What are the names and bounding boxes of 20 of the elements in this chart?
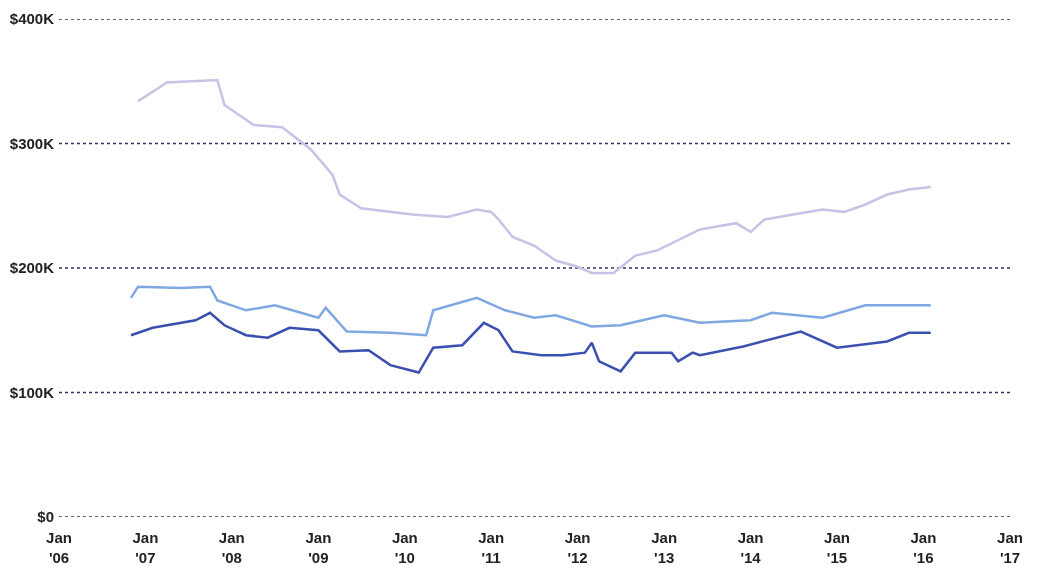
x-tick-label: Jan '11 <box>478 529 505 566</box>
x-tick-label: Jan '15 <box>824 529 850 566</box>
x-tick-label: Jan '14 <box>737 529 764 566</box>
line-series <box>136 78 932 275</box>
y-tick-label: $0 <box>37 508 54 526</box>
x-tick-label: Jan '06 <box>46 529 72 566</box>
x-tick-label: Jan '09 <box>305 529 332 566</box>
y-tick-label: $100K <box>9 383 55 401</box>
x-tick-label: Jan '10 <box>391 529 418 566</box>
x-tick-label: Jan '13 <box>651 529 678 566</box>
line-series <box>129 311 932 374</box>
y-tick-label: $300K <box>9 134 55 152</box>
x-tick-label: Jan '07 <box>132 529 159 566</box>
x-tick-label: Jan '16 <box>910 529 937 566</box>
x-tick-label: Jan '08 <box>218 529 245 566</box>
y-tick-label: $200K <box>9 259 55 277</box>
y-tick-label: $400K <box>9 10 55 28</box>
line-series <box>129 285 932 337</box>
x-tick-label: Jan '12 <box>564 529 591 566</box>
x-tick-label: Jan '17 <box>997 529 1023 566</box>
